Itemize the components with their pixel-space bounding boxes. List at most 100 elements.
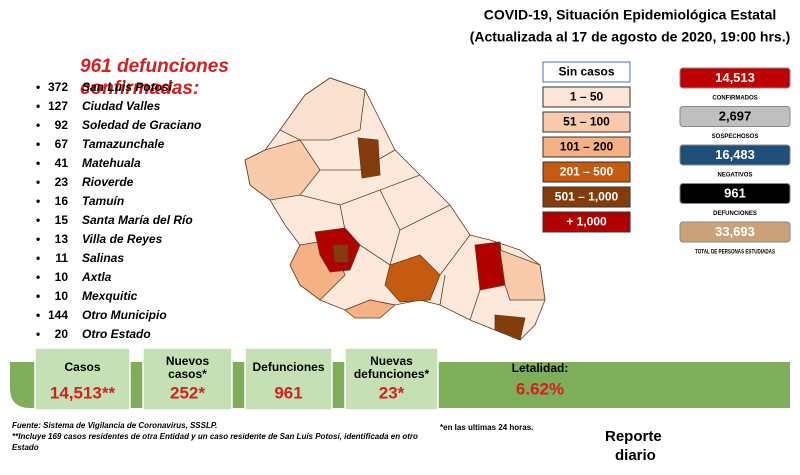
banner-value: 23* — [379, 383, 405, 402]
death-count: 11 — [55, 251, 68, 265]
bullet: • — [36, 99, 40, 113]
municipality: Axtla — [81, 270, 112, 284]
stat-value: 14,513 — [715, 70, 755, 85]
legend-label: 501 – 1,000 — [555, 190, 619, 204]
municipality: San Luis Potosí — [82, 80, 174, 94]
title: COVID-19, Situación Epidemiológica Estat… — [484, 7, 777, 23]
region-lines — [299, 149, 481, 321]
banner-cell — [344, 347, 439, 411]
banner-value: 14,513** — [50, 383, 116, 402]
legend-swatch — [542, 186, 631, 208]
bullet: • — [36, 118, 40, 132]
death-count: 23 — [55, 175, 69, 189]
death-count: 15 — [55, 213, 69, 227]
bullet: • — [36, 289, 40, 303]
municipality: Otro Municipio — [82, 308, 167, 322]
legend-swatch — [542, 86, 631, 108]
stat-label: SOSPECHOSOS — [712, 134, 759, 140]
banner-label: Nuevos casos* — [166, 354, 210, 381]
banner-label: Nuevas defunciones* — [354, 354, 430, 381]
legend-swatch — [542, 111, 631, 133]
map — [244, 77, 546, 341]
bullet: • — [36, 137, 40, 151]
deaths-title: confirmadas: — [80, 78, 199, 99]
death-count: 67 — [55, 137, 69, 151]
municipality: Otro Estado — [82, 327, 151, 341]
region — [279, 77, 366, 141]
region — [332, 244, 349, 263]
deaths-title: 961 defunciones — [80, 56, 229, 77]
bullet: • — [36, 175, 40, 189]
banner-cell — [34, 347, 131, 411]
banner-label-line: defunciones* — [354, 367, 430, 381]
stat-box — [679, 106, 791, 127]
legend-swatch — [542, 136, 631, 158]
bullet: • — [36, 251, 40, 265]
region — [494, 314, 526, 341]
region — [499, 249, 546, 301]
municipality: Santa María del Río — [82, 213, 193, 227]
stat-label: DEFUNCIONES — [713, 211, 757, 217]
legend-swatch — [542, 161, 631, 183]
region — [384, 254, 441, 303]
death-count: 372 — [48, 80, 68, 94]
source: Fuente: Sistema de Vigilancia de Coronav… — [12, 421, 217, 430]
banner-value: 6.62% — [516, 379, 564, 398]
death-count: 10 — [55, 270, 69, 284]
note-24h: *en las ultimas 24 horas. — [440, 423, 533, 432]
banner-label-line: casos* — [168, 367, 207, 381]
stat-label: TOTAL DE PERSONAS ESTUDIADAS — [695, 250, 775, 256]
municipality: Tamuín — [82, 194, 124, 208]
report: Reporte — [605, 428, 662, 445]
banner-value: 252* — [170, 383, 205, 402]
bullet: • — [36, 80, 40, 94]
region — [474, 241, 506, 291]
banner-label-line: Nuevos — [166, 354, 210, 368]
banner-label-line: Nuevas — [370, 354, 413, 368]
banner-label: Defunciones — [252, 360, 324, 374]
note: **Incluye 169 casos residentes de otra E… — [12, 432, 418, 452]
banner-label: Letalidad: — [512, 361, 569, 375]
bullet: • — [36, 213, 40, 227]
municipality: Matehuala — [82, 156, 141, 170]
death-count: 144 — [48, 308, 68, 322]
stat-label: CONFIRMADOS — [712, 96, 757, 102]
report: diario — [615, 447, 656, 464]
municipality: Villa de Reyes — [82, 232, 163, 246]
legend-swatch — [542, 211, 631, 233]
legend-label: 51 – 100 — [563, 115, 610, 129]
municipality: Soledad de Graciano — [82, 118, 201, 132]
death-count: 127 — [48, 99, 68, 113]
legend-swatch — [542, 61, 631, 83]
banner-cell — [142, 347, 233, 411]
stat-value: 16,483 — [715, 147, 755, 162]
banner-label: Casos — [64, 360, 100, 374]
bullet: • — [36, 232, 40, 246]
stat-label: NEGATIVOS — [718, 173, 753, 179]
note-line: Estado — [12, 443, 39, 452]
legend-label: Sin casos — [558, 65, 614, 79]
banner-cell — [244, 347, 333, 411]
region — [357, 137, 381, 179]
stat-box — [679, 67, 791, 89]
death-count: 10 — [55, 289, 69, 303]
region — [344, 299, 396, 319]
stat-box — [679, 183, 791, 204]
legend-label: 1 – 50 — [570, 90, 604, 104]
death-count: 92 — [55, 118, 69, 132]
stat-box — [679, 144, 791, 166]
bullet: • — [36, 194, 40, 208]
bullet: • — [36, 308, 40, 322]
stat-value: 33,693 — [715, 224, 755, 239]
bullet: • — [36, 156, 40, 170]
stat-value: 961 — [724, 185, 746, 200]
death-count: 13 — [55, 232, 69, 246]
municipality: Tamazunchale — [82, 137, 165, 151]
stat-box — [679, 221, 791, 243]
bullet: • — [36, 327, 40, 341]
death-count: 41 — [55, 156, 69, 170]
municipality: Rioverde — [82, 175, 134, 189]
